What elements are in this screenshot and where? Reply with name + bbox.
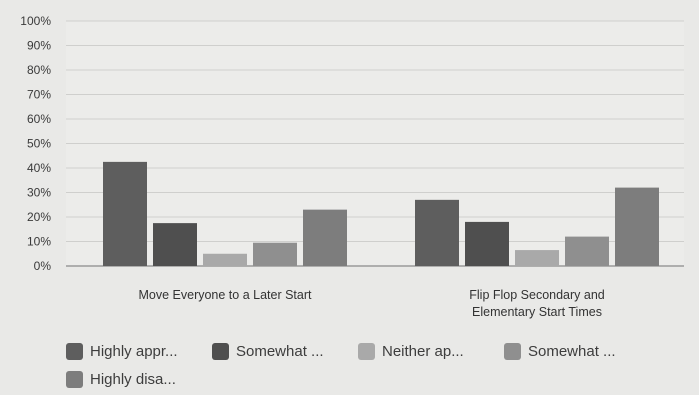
chart-canvas: 0% 10% 20% 30% 40% 50% 60% 70% 80% 90% 100% Move Ev… xyxy=(20,14,684,319)
bar xyxy=(465,221,509,266)
bar xyxy=(615,187,659,266)
bar xyxy=(515,250,559,266)
legend-item[interactable]: Somewhat ... xyxy=(212,340,358,362)
legend-item[interactable]: Neither ap... xyxy=(358,340,504,362)
legend-label: Neither ap... xyxy=(382,342,464,360)
bar xyxy=(415,199,459,266)
bar xyxy=(203,253,247,266)
legend-label: Highly appr... xyxy=(90,342,178,360)
x-category-label: Move Everyone to a Later Start xyxy=(138,288,312,302)
legend-label: Somewhat ... xyxy=(236,342,324,360)
y-tick-label: 0% xyxy=(34,259,52,273)
x-category-label: Elementary Start Times xyxy=(472,305,602,319)
y-tick-label: 90% xyxy=(27,39,51,53)
y-tick-label: 30% xyxy=(27,186,51,200)
x-category-label: Flip Flop Secondary and xyxy=(469,288,605,302)
legend-swatch xyxy=(66,342,83,360)
y-tick-label: 20% xyxy=(27,210,51,224)
y-tick-label: 70% xyxy=(27,88,51,102)
bar xyxy=(153,223,197,266)
y-tick-label: 40% xyxy=(27,161,51,175)
bar xyxy=(303,209,347,266)
legend-swatch xyxy=(358,342,375,360)
y-tick-label: 80% xyxy=(27,63,51,77)
bar xyxy=(565,236,609,266)
legend-item[interactable]: Highly appr... xyxy=(66,340,212,362)
y-tick-label: 10% xyxy=(27,235,51,249)
legend-item[interactable]: Somewhat ... xyxy=(504,340,650,362)
bar xyxy=(253,242,297,266)
legend-swatch xyxy=(212,342,229,360)
legend-swatch xyxy=(66,370,83,388)
bar xyxy=(103,161,147,266)
legend-swatch xyxy=(504,342,521,360)
legend: Highly appr... Somewhat ... Neither ap... S… xyxy=(66,340,686,390)
legend-label: Highly disa... xyxy=(90,370,176,388)
legend-label: Somewhat ... xyxy=(528,342,616,360)
y-tick-label: 50% xyxy=(27,137,51,151)
legend-item[interactable]: Highly disa... xyxy=(66,368,212,390)
y-tick-label: 100% xyxy=(20,14,51,28)
y-tick-label: 60% xyxy=(27,112,51,126)
